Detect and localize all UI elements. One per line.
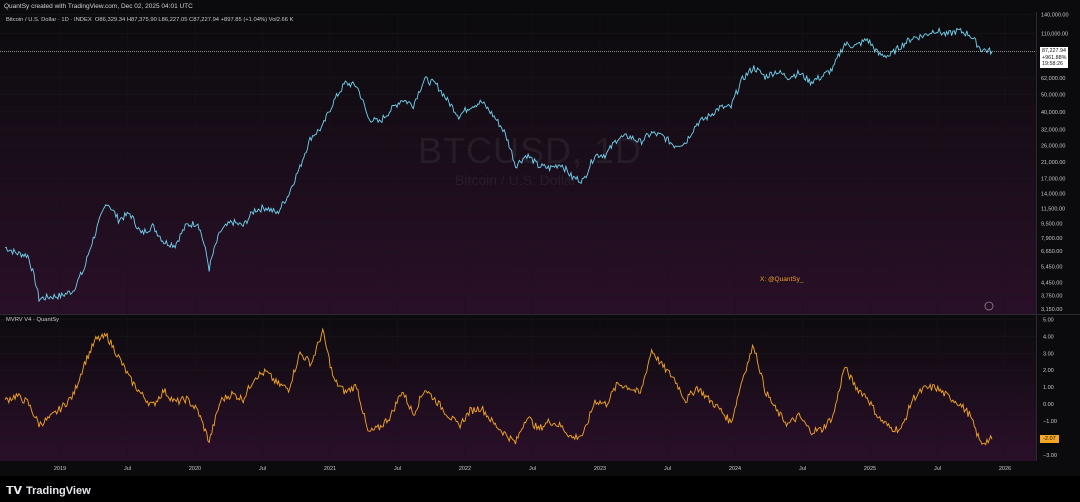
brand-name: TradingView bbox=[26, 485, 91, 497]
price-tick-label: 21,000.00 bbox=[1041, 160, 1065, 166]
symbol-legend: Bitcoin / U.S. Dollar · 1D · INDEX O86,3… bbox=[6, 17, 293, 23]
mvrv-tick-label: 2.00 bbox=[1043, 368, 1054, 374]
price-tick-label: 7,900.00 bbox=[1041, 236, 1062, 242]
footer bbox=[0, 476, 1080, 502]
symbol-line[interactable]: Bitcoin / U.S. Dollar · 1D · INDEX bbox=[6, 17, 92, 23]
chart-canvas[interactable]: 3,150.00 3,750.00 4,450.00 5,450.00 6,650.00… bbox=[0, 0, 1080, 476]
price-tick-label: 3,150.00 bbox=[1041, 307, 1062, 313]
price-tick-label: 9,500.00 bbox=[1041, 222, 1062, 228]
price-tick-label: 26,000.00 bbox=[1041, 143, 1065, 149]
mvrv-tick-label: 4.00 bbox=[1043, 334, 1054, 340]
header-credit: QuantSy created with TradingView.com, De… bbox=[4, 3, 193, 10]
watermark-symbol: BTCUSD, 1D bbox=[418, 130, 643, 171]
price-tick-label: 3,750.00 bbox=[1041, 294, 1062, 300]
watermark-name: Bitcoin / U.S. Dollar bbox=[455, 172, 577, 188]
mvrv-tick-label: −1.00 bbox=[1043, 419, 1057, 425]
price-tick-label: 40,000.00 bbox=[1041, 110, 1065, 116]
time-tick-label: 2019 bbox=[54, 466, 66, 472]
price-tick-label: 14,000.00 bbox=[1041, 191, 1065, 197]
time-tick-label: Jul bbox=[259, 466, 266, 472]
time-tick-label: 2024 bbox=[729, 466, 741, 472]
indicator-pane-bg bbox=[0, 315, 1036, 461]
bar-countdown: 19:58:26 bbox=[1042, 61, 1063, 68]
mvrv-tick-label: −3.00 bbox=[1043, 453, 1057, 459]
time-tick-label: 2023 bbox=[594, 466, 606, 472]
price-line bbox=[4, 26, 993, 303]
last-price-change: +961.88% bbox=[1042, 54, 1067, 61]
time-tick-label: Jul bbox=[664, 466, 671, 472]
last-price-badge: 87,227.94 +961.88% 19:58:26 bbox=[1040, 47, 1069, 69]
mvrv-last-badge: -2.07 bbox=[1040, 435, 1059, 444]
replay-icon[interactable] bbox=[984, 301, 994, 311]
mvrv-tick-label: 1.00 bbox=[1043, 385, 1054, 391]
price-tick-label: 11,500.00 bbox=[1041, 207, 1065, 213]
time-tick-label: 2026 bbox=[999, 466, 1011, 472]
mvrv-tick-label: 3.00 bbox=[1043, 351, 1054, 357]
tradingview-logo-icon: 𝗧𝗩 bbox=[6, 485, 23, 497]
time-tick-label: Jul bbox=[529, 466, 536, 472]
price-tick-label: 4,450.00 bbox=[1041, 280, 1062, 286]
mvrv-series bbox=[4, 327, 993, 446]
price-tick-label: 140,000.00 bbox=[1041, 13, 1069, 19]
author-annotation: X: @QuantSy_ bbox=[760, 276, 804, 283]
time-tick-label: Jul bbox=[799, 466, 806, 472]
price-tick-label: 32,000.00 bbox=[1041, 127, 1065, 133]
ohlc-values: O86,329.34 H87,375.90 L86,227.05 C87,227… bbox=[94, 17, 294, 23]
time-tick-label: 2025 bbox=[864, 466, 876, 472]
time-tick-label: 2021 bbox=[324, 466, 336, 472]
price-series bbox=[4, 26, 993, 303]
mvrv-axis: −3.00 −1.00 0.00 1.00 2.00 3.00 4.00 5.00 bbox=[1043, 317, 1057, 459]
mvrv-tick-label: 0.00 bbox=[1043, 402, 1054, 408]
time-tick-label: 2020 bbox=[189, 466, 201, 472]
mvrv-line bbox=[4, 327, 993, 446]
last-price-value: 87,227.94 bbox=[1042, 48, 1066, 55]
price-tick-label: 5,450.00 bbox=[1041, 265, 1062, 271]
price-tick-label: 6,650.00 bbox=[1041, 249, 1062, 255]
price-tick-label: 62,000.00 bbox=[1041, 76, 1065, 82]
mvrv-tick-label: 5.00 bbox=[1043, 317, 1054, 323]
price-axis: 3,150.00 3,750.00 4,450.00 5,450.00 6,650.00… bbox=[1041, 13, 1069, 313]
price-tick-label: 50,000.00 bbox=[1041, 93, 1065, 99]
time-tick-label: Jul bbox=[394, 466, 401, 472]
time-tick-label: Jul bbox=[124, 466, 131, 472]
tradingview-logo[interactable]: 𝗧𝗩 TradingView bbox=[6, 484, 91, 497]
price-tick-label: 110,000.00 bbox=[1041, 31, 1068, 37]
price-tick-label: 17,000.00 bbox=[1041, 176, 1065, 182]
time-axis: 2019 Jul 2020 Jul 2021 Jul 2022 Jul 2023 Jul 2024 J… bbox=[54, 466, 1011, 472]
time-tick-label: Jul bbox=[934, 466, 941, 472]
indicator-title[interactable]: MVRV V4 · QuantSy bbox=[6, 317, 60, 323]
time-tick-label: 2022 bbox=[459, 466, 471, 472]
